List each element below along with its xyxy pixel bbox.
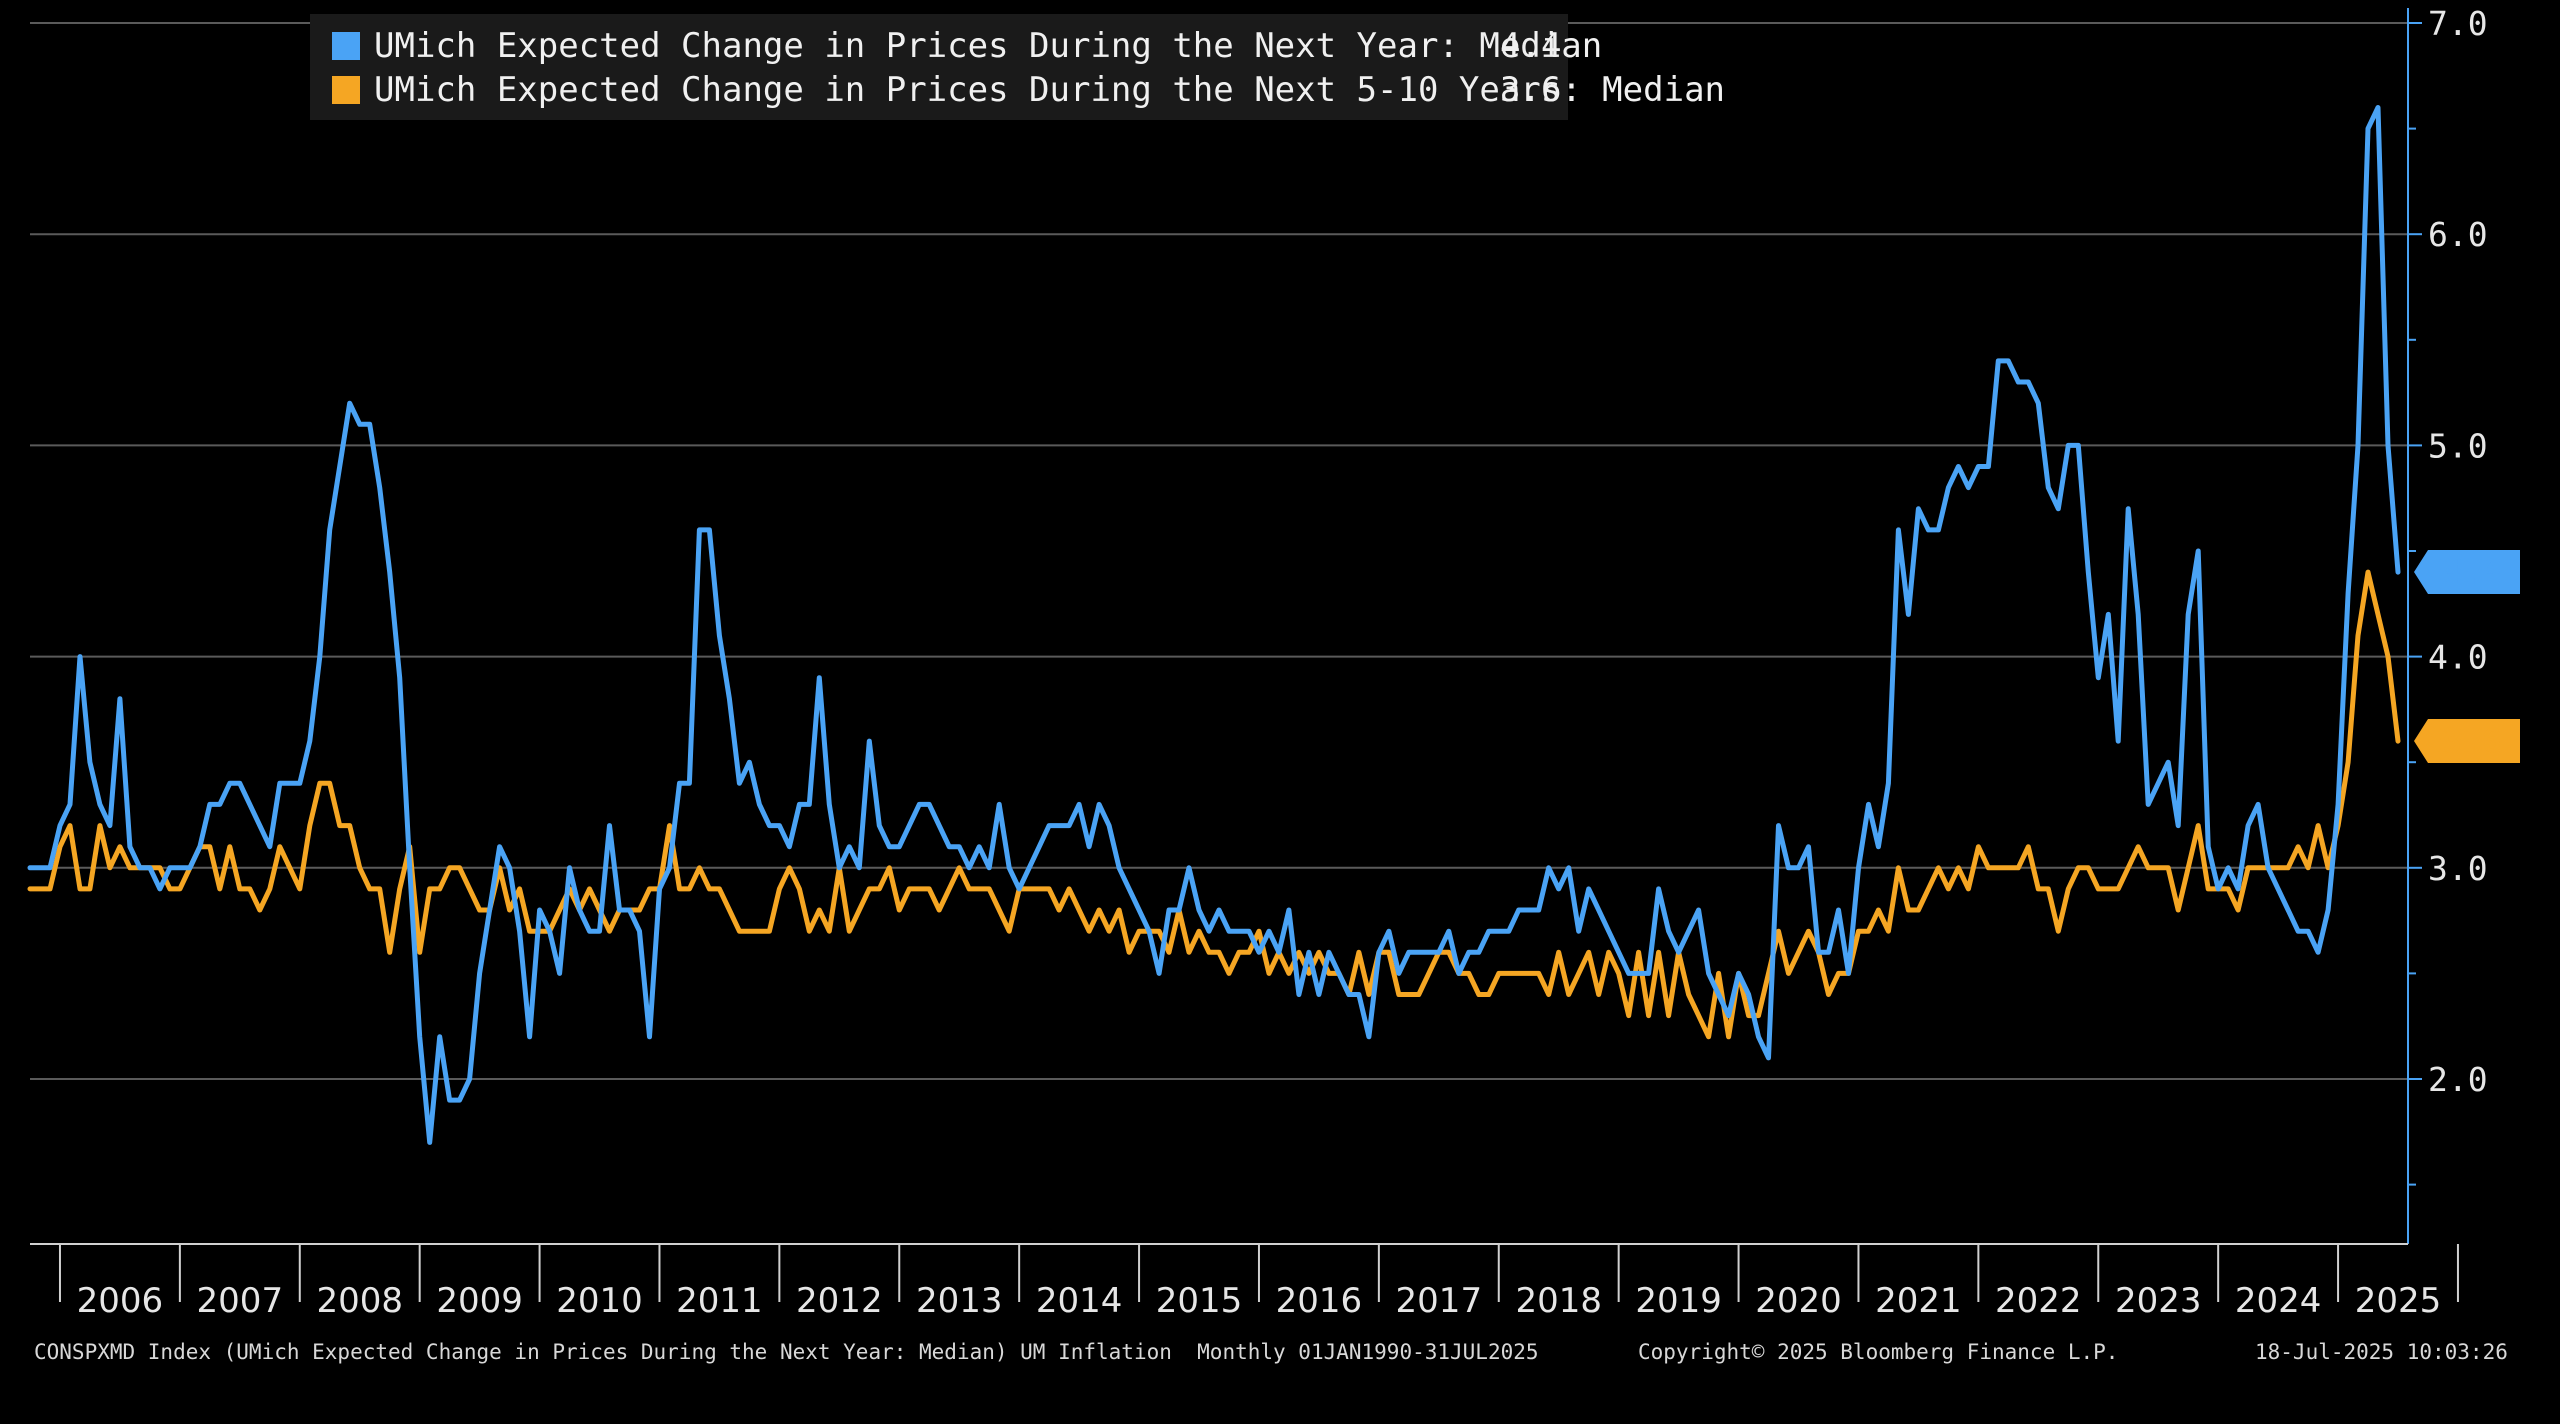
legend-value: 3.6	[1500, 70, 1562, 110]
x-tick-label: 2015	[1156, 1281, 1243, 1321]
legend-swatch-blue	[332, 32, 360, 60]
x-tick-label: 2020	[1755, 1281, 1842, 1321]
x-tick-label: 2008	[316, 1281, 403, 1321]
x-tick-label: 2007	[197, 1281, 284, 1321]
x-tick-label: 2016	[1276, 1281, 1363, 1321]
y-tick-label: 4.0	[2428, 638, 2488, 677]
axes: 2.0 3.0 4.0 5.0 6.0 7.0 2006 2007 2008 2009 2010 20…	[30, 4, 2488, 1321]
series-lines	[27, 105, 2401, 1145]
legend-entry-5-10-years: UMich Expected Change in Prices During t…	[332, 68, 1726, 112]
series-line-5-10-years	[27, 569, 2401, 1040]
y-tick-label: 5.0	[2428, 426, 2488, 465]
legend: UMich Expected Change in Prices During t…	[310, 14, 1726, 120]
x-tick-label: 2023	[2115, 1281, 2202, 1321]
x-tick-label: 2014	[1036, 1281, 1123, 1321]
x-tick-label: 2025	[2355, 1281, 2442, 1321]
x-tick-label: 2024	[2235, 1281, 2322, 1321]
x-tick-label: 2011	[676, 1281, 763, 1321]
legend-label: UMich Expected Change in Prices During t…	[374, 26, 1603, 66]
x-tick-label: 2009	[436, 1281, 523, 1321]
y-tick-label: 6.0	[2428, 215, 2488, 254]
legend-swatch-orange	[332, 76, 360, 104]
x-tick-label: 2006	[77, 1281, 164, 1321]
legend-value: 4.4	[1500, 26, 1562, 66]
x-tick-label: 2018	[1515, 1281, 1602, 1321]
x-tick-label: 2013	[916, 1281, 1003, 1321]
last-value-tag-orange: 3.6	[2414, 719, 2520, 764]
x-tick-label: 2010	[556, 1281, 643, 1321]
footer-timestamp: 18-Jul-2025 10:03:26	[2255, 1340, 2508, 1364]
last-value-tag-blue: 4.4	[2414, 550, 2520, 595]
legend-entry-next-year: UMich Expected Change in Prices During t…	[332, 24, 1603, 68]
footer-copyright: Copyright© 2025 Bloomberg Finance L.P.	[1638, 1340, 2119, 1364]
y-tick-label: 7.0	[2428, 4, 2488, 43]
x-tick-label: 2022	[1995, 1281, 2082, 1321]
series-line-next-year	[27, 105, 2401, 1145]
x-tick-label: 2012	[796, 1281, 883, 1321]
x-tick-label: 2017	[1396, 1281, 1483, 1321]
footer-source: CONSPXMD Index (UMich Expected Change in…	[34, 1340, 1539, 1364]
legend-label: UMich Expected Change in Prices During t…	[374, 70, 1726, 110]
y-tick-label: 3.0	[2428, 849, 2488, 888]
x-tick-label: 2019	[1635, 1281, 1722, 1321]
y-tick-label: 2.0	[2428, 1060, 2488, 1099]
x-tick-label: 2021	[1875, 1281, 1962, 1321]
